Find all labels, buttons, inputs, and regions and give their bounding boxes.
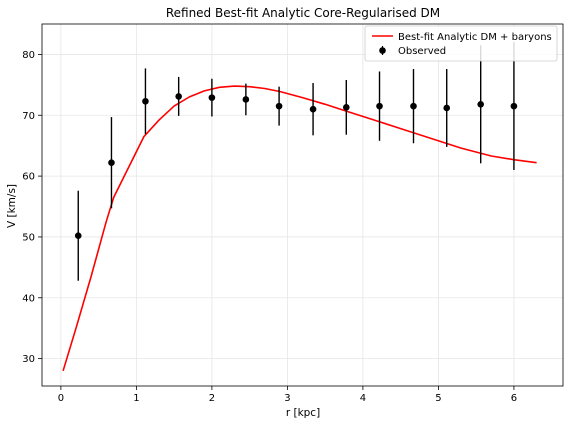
x-tick-label: 5 (435, 393, 441, 404)
observed-point (342, 104, 350, 111)
observed-point (275, 102, 283, 110)
y-tick-label: 70 (22, 111, 35, 122)
observed-point (242, 96, 250, 103)
legend-point-swatch (379, 47, 386, 54)
x-axis-ticks: 0 1 2 3 4 5 6 (58, 386, 517, 404)
model-curve (62, 85, 537, 372)
y-tick-label: 50 (22, 232, 35, 243)
model-line-layer (62, 85, 537, 372)
observed-point (142, 97, 149, 105)
observed-point (74, 232, 82, 240)
y-axis-ticks: 30 40 50 60 70 80 (22, 50, 42, 365)
y-tick-label: 40 (22, 293, 35, 304)
observed-point (309, 105, 317, 113)
y-tick-label: 30 (22, 354, 35, 365)
x-tick-label: 4 (360, 393, 366, 404)
y-tick-label: 60 (22, 172, 35, 183)
x-tick-label: 2 (209, 393, 215, 404)
x-tick-label: 6 (511, 393, 517, 404)
observed-points-layer (74, 42, 518, 281)
observed-point (443, 104, 451, 112)
y-tick-label: 80 (22, 50, 35, 61)
observed-point (410, 102, 417, 110)
observed-point (108, 159, 115, 167)
x-axis-label: r [kpc] (286, 407, 320, 419)
x-tick-label: 3 (284, 393, 290, 404)
observed-point (477, 101, 484, 108)
grid (42, 24, 563, 386)
y-axis-label: V [km/s] (6, 184, 18, 228)
plot-frame (41, 23, 564, 387)
legend: Best-fit Analytic DM + baryons Observed (364, 25, 558, 62)
x-tick-label: 1 (133, 393, 139, 404)
legend-label-observed: Observed (398, 46, 446, 57)
chart-title: Refined Best-fit Analytic Core-Regularis… (166, 6, 440, 20)
observed-point (175, 93, 182, 100)
x-tick-label: 0 (58, 393, 64, 404)
observed-point (208, 94, 216, 101)
observed-point (510, 102, 518, 110)
legend-label-model: Best-fit Analytic DM + baryons (398, 32, 552, 43)
legend-box (364, 25, 558, 62)
observed-point (376, 102, 383, 110)
